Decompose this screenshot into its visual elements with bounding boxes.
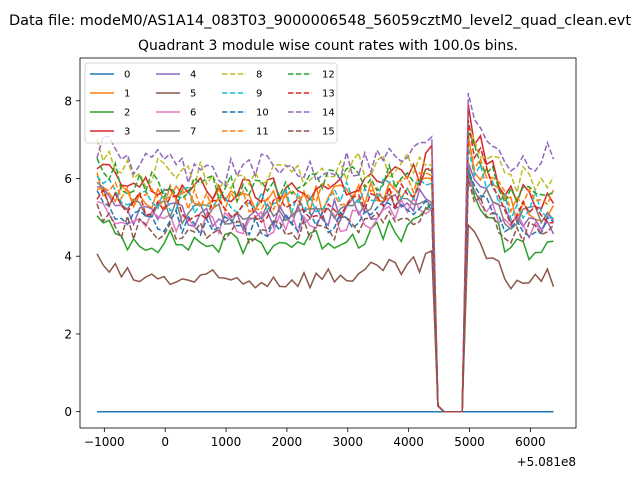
axis-layer: −1000 0 1000 2000 3000 4000 5000 6000 0 2 4 6 8 bbox=[64, 94, 545, 449]
legend-label-3: 3 bbox=[124, 127, 130, 138]
chart-suptitle: Data file: modeM0/AS1A14_083T03_90000065… bbox=[9, 13, 631, 29]
series-line-4 bbox=[96, 162, 555, 413]
legend-label-4: 4 bbox=[190, 70, 196, 81]
legend-label-15: 15 bbox=[322, 127, 335, 138]
series-line-14 bbox=[96, 92, 555, 413]
series-line-13 bbox=[96, 120, 554, 413]
legend-label-7: 7 bbox=[190, 127, 196, 138]
legend-label-6: 6 bbox=[190, 108, 196, 119]
x-tick-label: 1000 bbox=[211, 435, 242, 449]
legend-label-9: 9 bbox=[256, 89, 262, 100]
x-tick-label: 5000 bbox=[454, 435, 485, 449]
legend-label-14: 14 bbox=[322, 108, 335, 119]
series-layer bbox=[96, 92, 555, 413]
y-tick-label: 6 bbox=[64, 172, 72, 186]
legend-label-13: 13 bbox=[322, 89, 335, 100]
legend-label-12: 12 bbox=[322, 70, 335, 81]
x-tick-label: 0 bbox=[161, 435, 169, 449]
legend-box bbox=[84, 62, 338, 144]
y-tick-label: 4 bbox=[64, 250, 72, 264]
series-line-15 bbox=[96, 178, 555, 413]
series-line-5 bbox=[96, 223, 555, 413]
x-tick-label: 3000 bbox=[333, 435, 364, 449]
legend-label-0: 0 bbox=[124, 70, 130, 81]
series-line-12 bbox=[96, 131, 554, 413]
y-tick-label: 0 bbox=[64, 405, 72, 419]
series-line-9 bbox=[96, 147, 554, 413]
series-line-11 bbox=[96, 135, 555, 413]
y-tick-label: 2 bbox=[64, 327, 72, 341]
y-tick-label: 8 bbox=[64, 94, 72, 108]
legend-label-1: 1 bbox=[124, 89, 130, 100]
plot-frame bbox=[79, 57, 577, 429]
series-line-8 bbox=[96, 123, 555, 413]
legend-label-11: 11 bbox=[256, 127, 269, 138]
series-line-2 bbox=[96, 170, 554, 413]
x-tick-label: 2000 bbox=[272, 435, 303, 449]
x-tick-label: −1000 bbox=[84, 435, 125, 449]
legend-label-10: 10 bbox=[256, 108, 269, 119]
series-line-7 bbox=[96, 166, 555, 413]
x-offset-label: +5.081e8 bbox=[517, 455, 576, 469]
legend-label-2: 2 bbox=[124, 108, 130, 119]
x-tick-label: 6000 bbox=[515, 435, 546, 449]
chart-title: Quadrant 3 module wise count rates with … bbox=[138, 38, 518, 54]
legend-label-5: 5 bbox=[190, 89, 196, 100]
series-line-10 bbox=[96, 170, 554, 413]
legend-label-8: 8 bbox=[256, 70, 262, 81]
x-tick-label: 4000 bbox=[393, 435, 424, 449]
